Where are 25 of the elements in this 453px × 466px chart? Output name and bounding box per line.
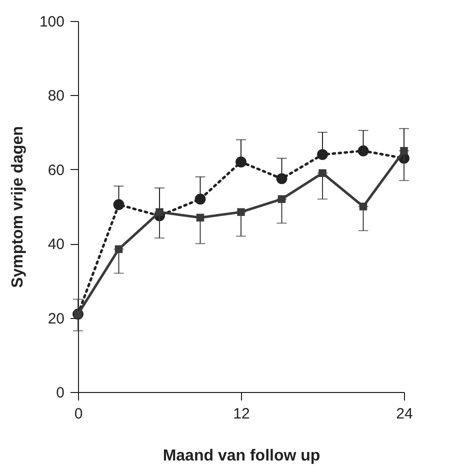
point xyxy=(278,195,286,203)
y-tick-label: 80 xyxy=(48,88,64,105)
y-axis-title: Symptom vrije dagen xyxy=(9,126,26,288)
y-tick-label: 0 xyxy=(56,384,64,402)
y-tick-label: 100 xyxy=(39,14,64,30)
point xyxy=(359,202,368,210)
point xyxy=(113,199,124,210)
point xyxy=(276,173,288,184)
point xyxy=(237,208,245,216)
point xyxy=(358,145,369,156)
point xyxy=(114,245,123,254)
x-tick-label: 24 xyxy=(396,406,413,422)
point xyxy=(318,169,326,177)
point xyxy=(156,208,164,216)
point xyxy=(236,156,246,168)
point xyxy=(194,194,206,205)
y-tick-label: 20 xyxy=(48,310,64,328)
point xyxy=(196,214,204,222)
x-tick-label: 0 xyxy=(74,406,83,422)
x-tick-label: 12 xyxy=(233,406,250,422)
y-tick-label: 60 xyxy=(48,162,64,179)
y-tick-label: 40 xyxy=(48,236,64,254)
point xyxy=(400,146,408,155)
x-axis-title: Maand van follow up xyxy=(162,448,320,464)
point xyxy=(317,149,328,160)
